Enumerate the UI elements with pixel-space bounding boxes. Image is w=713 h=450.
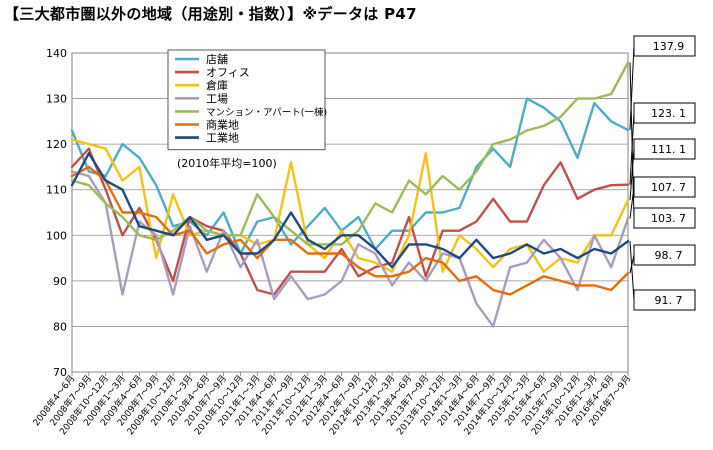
callout-line xyxy=(629,45,635,131)
end-value-box xyxy=(633,176,696,198)
y-tick-label: 70 xyxy=(53,366,67,379)
legend-label: 商業地 xyxy=(206,118,239,132)
legend-box xyxy=(167,49,326,151)
y-tick-label: 130 xyxy=(46,93,67,106)
end-value-label: 137.9 xyxy=(653,40,685,53)
legend-label: 店舗 xyxy=(206,52,228,66)
callout-line xyxy=(629,62,635,219)
legend-label: 工場 xyxy=(206,92,228,105)
callout-line xyxy=(629,241,635,301)
end-value-box xyxy=(633,244,696,266)
end-value-label: 91. 7 xyxy=(655,294,683,307)
end-value-label: 98. 7 xyxy=(655,249,683,262)
callout-line xyxy=(629,148,635,201)
end-value-label: 107. 7 xyxy=(651,181,686,194)
end-value-box xyxy=(633,289,696,311)
legend-label: オフィス xyxy=(206,66,250,79)
y-axis-tick-labels: 70 80 90 100 110 120 130 140 xyxy=(46,47,67,379)
plot-area xyxy=(71,52,629,373)
end-value-labels: 137.9 123. 1 111. 1 107. 7 103. 7 98. 7 91. 7 xyxy=(629,35,696,311)
y-tick-label: 140 xyxy=(46,47,67,60)
end-value-box xyxy=(633,102,696,124)
legend-label: 工業地 xyxy=(206,132,239,145)
y-tick-label: 120 xyxy=(46,138,67,151)
series-line xyxy=(70,61,630,246)
legend-label: 倉庫 xyxy=(206,78,228,92)
legend-label: マンション・アパート(一棟) xyxy=(206,106,327,118)
y-tick-label: 90 xyxy=(53,275,67,288)
chart-title: 【三大都市圏以外の地域（用途別・指数）】※データは P47 xyxy=(4,5,417,23)
end-value-label: 103. 7 xyxy=(651,212,686,225)
x-axis-tick-labels: 2008年4～6月2008年7～9月2008年10～12月2009年1～3月20… xyxy=(30,372,633,437)
series-line xyxy=(70,170,630,328)
y-tick-label: 110 xyxy=(46,184,67,197)
end-value-box xyxy=(633,138,696,160)
series-lines xyxy=(70,61,630,328)
series-line xyxy=(70,165,630,296)
end-value-box xyxy=(633,207,696,229)
end-value-box xyxy=(633,35,696,57)
series-line xyxy=(70,97,630,255)
y-tick-label: 100 xyxy=(46,229,67,242)
grid-lines xyxy=(71,52,629,376)
end-value-label: 111. 1 xyxy=(651,143,686,156)
y-tick-label: 80 xyxy=(53,320,67,333)
series-line xyxy=(70,152,630,269)
end-value-label: 123. 1 xyxy=(651,107,686,120)
chart-note: (2010年平均=100) xyxy=(177,156,277,170)
